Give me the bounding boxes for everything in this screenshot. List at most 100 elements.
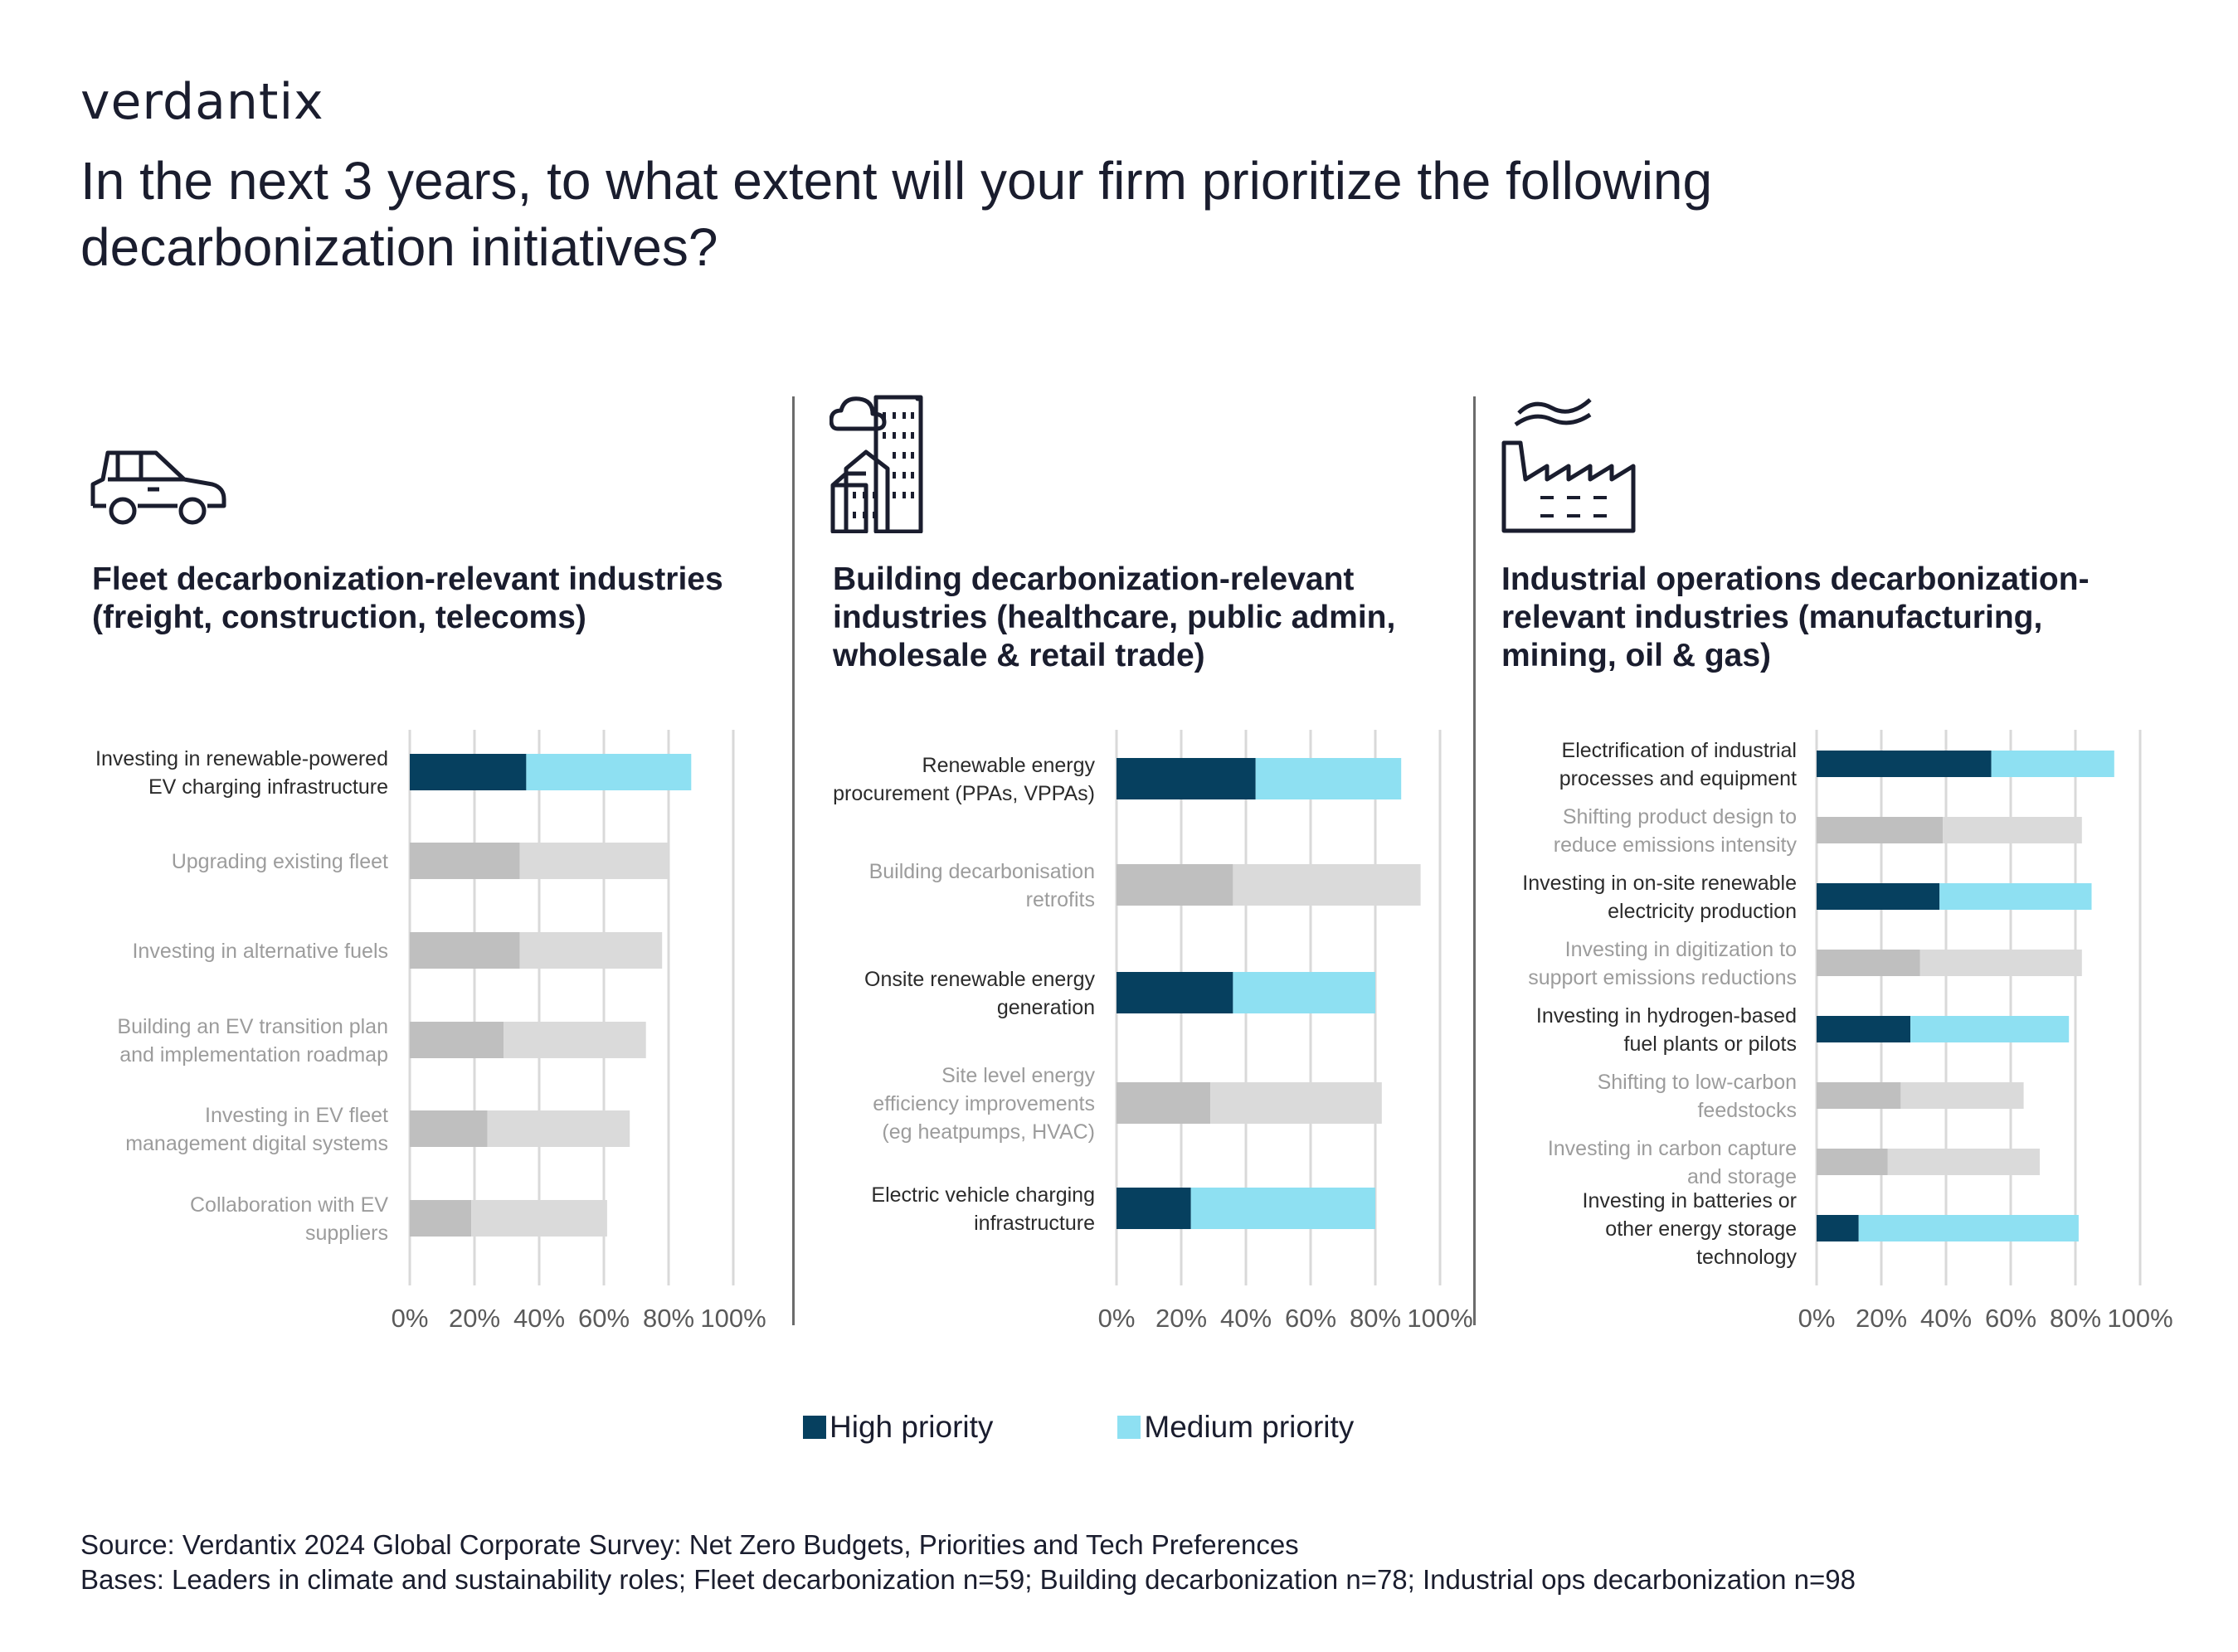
bar-high-priority xyxy=(410,932,520,969)
bases-text: Bases: Leaders in climate and sustainabi… xyxy=(80,1564,1856,1595)
category-label: Shifting product design to reduce emissio… xyxy=(1554,805,1798,857)
category-label: Site level energy efficiency improvements… xyxy=(873,1064,1095,1144)
category-label: Investing in hydrogen-based fuel plants o… xyxy=(1536,1004,1797,1056)
panel-industrial: Industrial operations decarbonization-re… xyxy=(1476,0,2238,1652)
panel-title-building: Building decarbonization-relevant indust… xyxy=(833,561,1396,673)
bar-medium-priority xyxy=(487,1110,630,1147)
source-text: Source: Verdantix 2024 Global Corporate … xyxy=(80,1529,1299,1560)
chart-industrial: 0% 20% 40% 60% 80% 100% Electrification of ind… xyxy=(1522,730,2173,1333)
bar-medium-priority xyxy=(1210,1082,1382,1124)
category-label: Onsite renewable energy generation xyxy=(864,968,1095,1019)
factory-icon xyxy=(1501,398,1636,533)
panel-divider xyxy=(792,396,795,1325)
x-tick-label: 60% xyxy=(578,1304,630,1333)
bar-medium-priority xyxy=(1190,1188,1375,1229)
bar-high-priority xyxy=(1117,864,1233,906)
bar-high-priority xyxy=(1817,1082,1901,1109)
x-tick-label: 80% xyxy=(643,1304,694,1333)
bar-medium-priority xyxy=(1255,758,1402,799)
chart-building: 0% 20% 40% 60% 80% 100% Renewable energy procur… xyxy=(833,730,1473,1333)
bar-medium-priority xyxy=(504,1022,646,1058)
x-tick-label: 60% xyxy=(1985,1304,2036,1333)
legend-label-medium: Medium priority xyxy=(1144,1410,1355,1444)
x-tick-label: 100% xyxy=(700,1304,766,1333)
city-buildings-icon xyxy=(830,395,923,533)
bar-high-priority xyxy=(410,1200,472,1237)
category-label: Upgrading existing fleet xyxy=(172,850,388,873)
category-label: Shifting to low-carbon feedstocks xyxy=(1598,1071,1797,1122)
bar-high-priority xyxy=(1817,1149,1888,1175)
panel-fleet: Fleet decarbonization-relevant industrie… xyxy=(0,0,788,1652)
x-tick-label: 80% xyxy=(2050,1304,2101,1333)
bar-medium-priority xyxy=(1919,950,2082,976)
category-label: Investing in renewable-powered EV chargin… xyxy=(95,747,388,799)
bar-medium-priority xyxy=(519,932,663,969)
bar-medium-priority xyxy=(1910,1016,2070,1042)
x-tick-label: 100% xyxy=(2107,1304,2172,1333)
legend-swatch-medium xyxy=(1117,1416,1141,1439)
bar-medium-priority xyxy=(1887,1149,2041,1175)
category-label: Electrification of industrial processes a… xyxy=(1559,739,1797,790)
x-tick-label: 40% xyxy=(513,1304,565,1333)
bar-medium-priority xyxy=(1991,751,2114,777)
x-tick-label: 100% xyxy=(1407,1304,1472,1333)
bar-high-priority xyxy=(1817,1215,1859,1241)
legend-label-high: High priority xyxy=(830,1410,994,1444)
bar-high-priority xyxy=(1817,751,1992,777)
bar-high-priority xyxy=(410,1110,488,1147)
category-label: Investing in digitization to support emis… xyxy=(1528,938,1797,989)
category-label: Investing in carbon capture and storage xyxy=(1548,1137,1797,1188)
category-label: Investing in on-site renewable electricit… xyxy=(1522,872,1797,923)
bar-high-priority xyxy=(410,1022,504,1058)
category-label: Investing in alternative fuels xyxy=(132,940,388,963)
bar-medium-priority xyxy=(1943,817,2082,843)
panel-title-fleet: Fleet decarbonization-relevant industrie… xyxy=(92,561,723,635)
category-label: Investing in EV fleet management digital … xyxy=(125,1104,388,1155)
x-tick-label: 20% xyxy=(449,1304,500,1333)
bar-medium-priority xyxy=(471,1200,607,1237)
x-tick-label: 0% xyxy=(1098,1304,1136,1333)
panel-building: Building decarbonization-relevant indust… xyxy=(795,0,1475,1652)
bar-medium-priority xyxy=(1858,1215,2079,1241)
bar-high-priority xyxy=(1817,1016,1911,1042)
bar-medium-priority xyxy=(1233,864,1421,906)
x-tick-label: 20% xyxy=(1856,1304,1907,1333)
car-icon xyxy=(90,450,226,525)
category-label: Collaboration with EV suppliers xyxy=(190,1193,388,1245)
bar-high-priority xyxy=(1117,758,1256,799)
legend-item-high: High priority xyxy=(803,1410,993,1445)
x-tick-label: 40% xyxy=(1920,1304,1972,1333)
chart-fleet: 0% 20% 40% 60% 80% 100% Investing in renewable… xyxy=(95,730,766,1333)
source-note: Source: Verdantix 2024 Global Corporate … xyxy=(80,1528,1856,1597)
category-label: Building decarbonisation retrofits xyxy=(869,860,1095,911)
bar-medium-priority xyxy=(1939,883,2092,910)
bar-medium-priority xyxy=(519,843,669,879)
bar-high-priority xyxy=(1117,1188,1191,1229)
bar-medium-priority xyxy=(526,754,692,790)
category-label: Building an EV transition plan and implem… xyxy=(117,1015,388,1067)
x-tick-label: 0% xyxy=(392,1304,429,1333)
panel-divider xyxy=(1473,396,1476,1325)
bar-high-priority xyxy=(1817,950,1920,976)
page-title: In the next 3 years, to what extent will… xyxy=(80,151,1713,277)
bar-medium-priority xyxy=(1233,972,1375,1013)
category-label: Electric vehicle charging infrastructure xyxy=(871,1183,1095,1235)
x-tick-label: 40% xyxy=(1220,1304,1272,1333)
x-tick-label: 60% xyxy=(1285,1304,1336,1333)
bar-high-priority xyxy=(1117,1082,1211,1124)
x-tick-label: 80% xyxy=(1350,1304,1401,1333)
x-tick-label: 0% xyxy=(1798,1304,1836,1333)
brand-logo: verdantix xyxy=(80,73,324,131)
bar-high-priority xyxy=(410,843,520,879)
bar-high-priority xyxy=(410,754,527,790)
category-label: Investing in batteries or other energy st… xyxy=(1583,1189,1798,1269)
bar-high-priority xyxy=(1817,883,1940,910)
bar-high-priority xyxy=(1817,817,1944,843)
chart-legend: High priority Medium priority xyxy=(803,1410,1354,1445)
bar-high-priority xyxy=(1117,972,1233,1013)
panel-title-industrial: Industrial operations decarbonization-re… xyxy=(1501,561,2090,673)
category-label: Renewable energy procurement (PPAs, VPPAs… xyxy=(833,754,1095,805)
legend-swatch-high xyxy=(803,1416,826,1439)
x-tick-label: 20% xyxy=(1155,1304,1207,1333)
legend-item-medium: Medium priority xyxy=(1117,1410,1354,1445)
